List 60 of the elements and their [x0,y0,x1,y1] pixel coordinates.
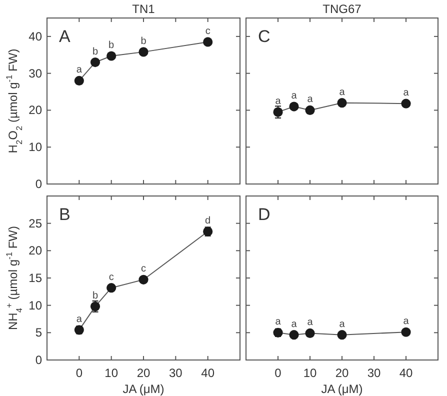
y-tick-label: 30 [28,66,42,80]
y-tick-label: 10 [28,140,42,154]
point [337,98,347,108]
point [106,283,116,293]
annotation: a [339,318,346,330]
annotation: a [291,318,298,330]
annotation: b [92,290,98,302]
annotation: a [275,316,282,328]
chart-title: TNG67 [322,2,362,16]
point [401,98,411,108]
annotation: a [76,314,82,325]
y-tick-label: 20 [28,244,42,258]
y-tick-label: 0 [35,177,42,191]
y-tick-label: 40 [28,29,42,44]
annotation: a [403,88,410,99]
y-tick-label: 25 [28,216,42,230]
point [106,51,116,61]
chart-title: TN1 [132,2,156,16]
annotation: a [275,96,282,108]
annotation: C [258,27,270,46]
annotation: c [141,264,146,275]
annotation: a [339,86,346,98]
x-tick-label: 20 [136,366,150,380]
annotation: b [92,46,98,58]
annotation: d [205,216,211,227]
x-tick-label: 40 [201,366,215,380]
annotation: a [307,317,314,328]
x-tick-label: 40 [399,366,413,380]
annotation: a [307,94,314,106]
point [138,47,148,57]
x-axis-title: JA (μM) [122,382,164,396]
y-tick-label: 20 [28,103,42,118]
y-tick-label: 10 [28,298,42,312]
point [203,37,213,47]
y-tick-label: 5 [35,326,42,340]
annotation: c [108,272,114,283]
x-tick-label: 30 [168,366,183,380]
x-tick-label: 30 [367,366,381,380]
point [138,274,148,284]
annotation: B [59,205,70,224]
point [289,102,299,112]
point [74,76,84,86]
x-axis-title: JA (μM) [321,382,363,396]
x-tick-label: 20 [335,366,349,380]
point [305,105,315,116]
x-tick-label: 10 [303,366,317,380]
y-tick-label: 15 [28,271,42,285]
x-tick-label: 10 [104,366,118,380]
annotation: a [76,64,82,76]
annotation: a [291,90,298,102]
annotation: A [59,27,71,46]
point [90,57,100,68]
annotation: c [205,26,210,37]
y-tick-label: 0 [35,353,42,367]
annotation: a [403,316,410,328]
annotation: b [108,40,115,51]
x-tick-label: 0 [274,366,282,380]
annotation: b [140,36,147,47]
annotation: D [258,205,270,224]
x-tick-label: 0 [76,366,83,380]
